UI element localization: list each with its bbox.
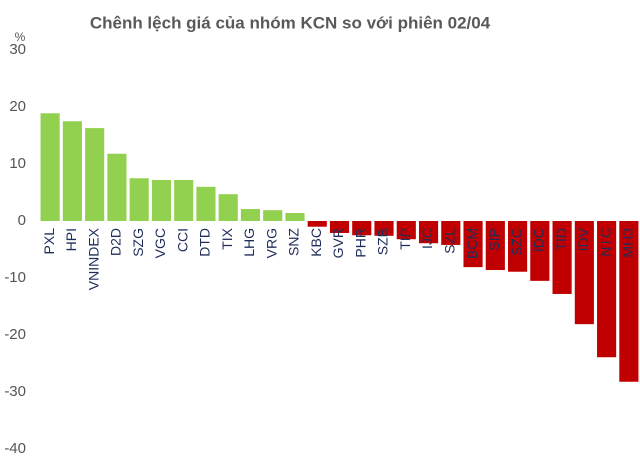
bar [418, 221, 439, 244]
bar [240, 209, 261, 221]
y-unit: % [15, 30, 26, 44]
x-tick-label: TIP [397, 228, 413, 250]
y-tick-label: 0 [18, 212, 26, 229]
bar [574, 221, 594, 325]
bar [396, 221, 416, 240]
bar [329, 221, 350, 233]
x-tick-label: SZB [375, 228, 391, 255]
bar [218, 194, 238, 221]
x-tick-label: TIX [219, 227, 235, 249]
bar [463, 221, 483, 268]
y-tick-label: -20 [4, 326, 26, 343]
x-tick-label: BCM [464, 228, 480, 259]
bar [285, 213, 305, 221]
bar [174, 179, 194, 221]
x-tick-label: LHG [241, 228, 257, 257]
bar [508, 221, 528, 272]
x-tick-label: SIP [486, 228, 502, 251]
bar [619, 221, 639, 382]
y-tick-label: -30 [4, 383, 26, 400]
bar [485, 221, 505, 271]
bar [441, 221, 461, 245]
x-tick-label: GVR [330, 228, 346, 258]
x-tick-label: PXL [41, 228, 57, 255]
x-tick-label: SZL [441, 228, 457, 254]
x-tick-label: CCI [174, 228, 190, 252]
bar [62, 121, 82, 221]
y-tick-label: -40 [4, 440, 26, 457]
x-tick-label: PHR [352, 228, 368, 258]
bar [307, 221, 327, 227]
bar [40, 113, 60, 221]
bar [597, 221, 617, 358]
x-tick-label: SNZ [286, 228, 302, 256]
bar [374, 221, 394, 236]
bar [352, 221, 372, 236]
x-tick-label: IDC [531, 228, 547, 252]
x-tick-label: IJC [419, 228, 435, 249]
x-tick-label: VRG [263, 228, 279, 258]
x-tick-label: D2D [108, 228, 124, 256]
bar [263, 210, 283, 221]
chart-title: Chênh lệch giá của nhóm KCN so với phiên… [90, 13, 491, 32]
x-tick-label: SZG [130, 228, 146, 257]
bar [530, 221, 550, 281]
y-tick-label: 10 [9, 155, 26, 172]
x-tick-label: VGC [152, 228, 168, 258]
bar [151, 179, 171, 221]
x-tick-label: DTD [197, 228, 213, 257]
x-tick-label: SZC [508, 228, 524, 256]
y-tick-label: 20 [9, 98, 26, 115]
bar [552, 221, 572, 294]
bar [107, 153, 127, 221]
bar [85, 128, 105, 221]
x-tick-label: HPI [63, 228, 79, 251]
bar [196, 186, 216, 221]
x-tick-label: KBC [308, 228, 324, 257]
x-tick-label: VNINDEX [85, 227, 101, 290]
x-tick-label: NTC [597, 228, 613, 257]
x-tick-label: MH3 [620, 228, 636, 258]
y-tick-label: 30 [9, 41, 26, 58]
bar [129, 178, 149, 221]
x-tick-label: IDV [575, 227, 591, 251]
x-tick-label: TID [553, 228, 569, 251]
y-tick-label: -10 [4, 269, 26, 286]
